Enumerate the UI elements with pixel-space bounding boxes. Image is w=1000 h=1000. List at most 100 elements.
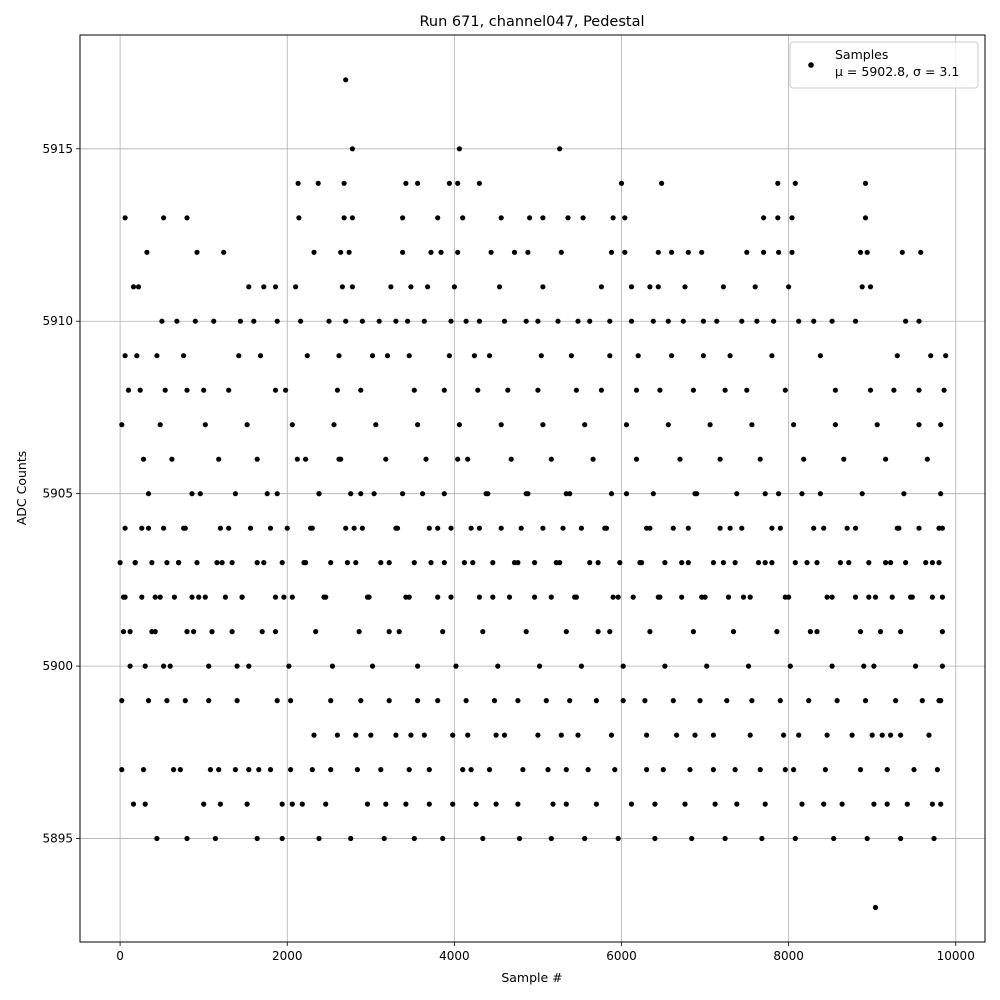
data-point xyxy=(378,767,384,773)
data-point xyxy=(568,353,575,359)
data-point xyxy=(602,525,608,531)
chart-title: Run 671, channel047, Pedestal xyxy=(419,14,644,30)
data-point xyxy=(749,698,755,704)
data-point xyxy=(400,215,406,221)
data-point xyxy=(665,422,671,428)
data-point xyxy=(279,560,285,566)
data-point xyxy=(117,560,123,566)
data-point xyxy=(916,318,922,324)
data-point xyxy=(796,732,802,738)
data-point xyxy=(535,387,541,393)
data-point xyxy=(659,180,665,186)
data-point xyxy=(744,387,750,393)
data-point xyxy=(692,491,698,497)
data-point xyxy=(580,215,586,221)
data-point xyxy=(288,698,294,704)
data-point xyxy=(700,318,707,324)
data-point xyxy=(495,663,501,669)
data-point xyxy=(903,318,909,324)
data-point xyxy=(142,801,148,807)
data-point xyxy=(615,594,621,600)
data-point xyxy=(573,387,580,393)
data-point xyxy=(662,560,668,566)
data-point xyxy=(244,801,250,807)
data-point xyxy=(192,318,198,324)
data-point xyxy=(734,801,740,807)
data-point xyxy=(386,560,392,566)
data-point xyxy=(396,629,402,635)
data-point xyxy=(710,732,717,738)
data-point xyxy=(354,767,360,773)
data-point xyxy=(590,456,596,462)
data-point xyxy=(832,422,839,428)
data-point xyxy=(704,663,710,669)
data-point xyxy=(867,284,874,290)
data-point xyxy=(463,318,469,324)
data-point xyxy=(202,594,208,600)
data-point xyxy=(219,560,225,566)
y-axis-ticks: 5895 5900 5905 5910 5915 xyxy=(42,142,80,846)
data-point xyxy=(460,767,466,773)
data-point xyxy=(247,525,254,531)
data-point xyxy=(426,801,432,807)
data-point xyxy=(344,560,350,566)
data-point xyxy=(789,249,795,255)
data-point xyxy=(939,629,946,635)
x-tick-label: 4000 xyxy=(439,949,470,963)
data-point xyxy=(471,353,477,359)
data-point xyxy=(425,284,431,290)
data-point xyxy=(426,525,432,531)
data-point xyxy=(637,560,643,566)
data-point xyxy=(939,594,946,600)
data-point xyxy=(313,629,319,635)
data-point xyxy=(142,663,148,669)
data-point xyxy=(690,387,697,393)
data-point xyxy=(837,560,844,566)
data-point xyxy=(493,732,499,738)
data-point xyxy=(184,835,190,842)
data-point xyxy=(687,767,693,773)
data-point xyxy=(527,215,533,221)
data-point xyxy=(762,801,768,807)
data-point xyxy=(911,767,917,773)
data-point xyxy=(251,318,257,324)
data-point xyxy=(411,835,417,842)
data-point xyxy=(475,387,481,393)
data-point xyxy=(496,284,503,290)
data-point xyxy=(782,767,788,773)
data-point xyxy=(560,525,566,531)
data-point xyxy=(358,491,364,497)
data-point xyxy=(257,353,264,359)
legend-box xyxy=(789,41,979,89)
data-point xyxy=(127,663,133,669)
data-point xyxy=(555,318,561,324)
data-point xyxy=(782,594,788,600)
data-point xyxy=(453,663,459,669)
data-point xyxy=(435,215,441,221)
data-point xyxy=(862,180,869,186)
data-point xyxy=(936,560,942,566)
data-point xyxy=(261,284,267,290)
data-point xyxy=(334,732,340,738)
data-point xyxy=(864,249,870,255)
data-point xyxy=(929,560,936,566)
data-point xyxy=(164,698,170,704)
data-point xyxy=(548,835,554,842)
data-point xyxy=(349,146,355,152)
data-point xyxy=(202,422,208,428)
data-point xyxy=(182,525,188,531)
data-point xyxy=(938,491,944,497)
data-point xyxy=(446,180,452,186)
data-point xyxy=(455,456,461,462)
data-point xyxy=(329,663,335,669)
data-point xyxy=(834,698,840,704)
data-point xyxy=(872,594,879,600)
data-point xyxy=(299,801,305,807)
data-point xyxy=(831,835,837,842)
data-point xyxy=(884,767,890,773)
data-point xyxy=(234,698,240,704)
data-point xyxy=(871,663,877,669)
data-point xyxy=(498,525,504,531)
data-point xyxy=(943,353,949,359)
data-point xyxy=(916,525,922,531)
